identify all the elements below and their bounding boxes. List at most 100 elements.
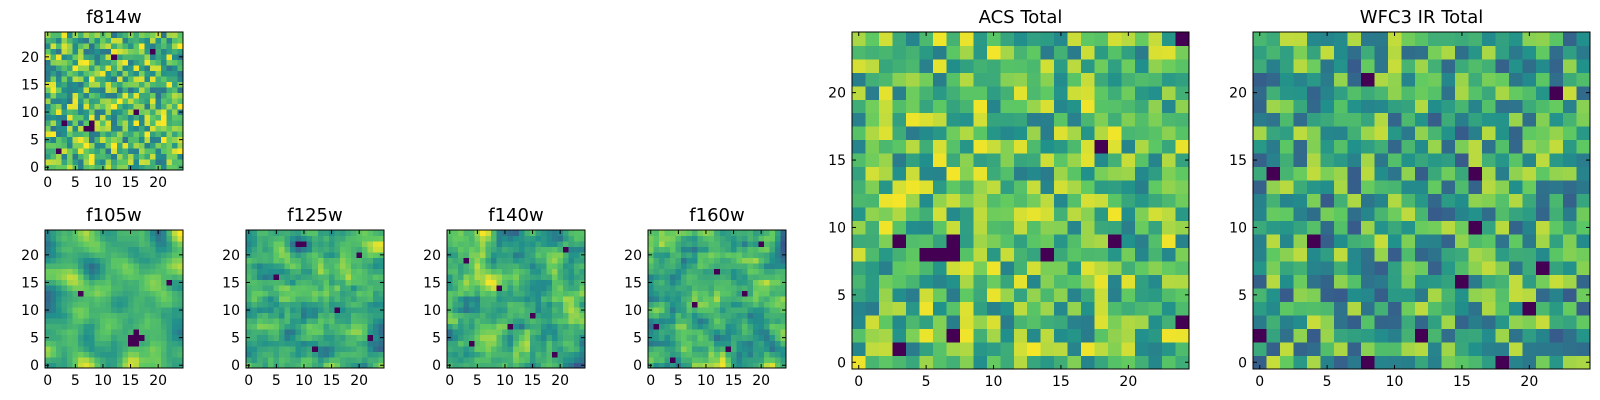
heatmap-cell [149,153,156,160]
heatmap-cell [171,340,178,347]
heatmap-cell [144,114,151,121]
heatmap-cell [1401,153,1416,168]
heatmap-cell [540,279,547,286]
heatmap-cell [94,285,101,292]
heatmap-cell [122,125,129,132]
heatmap-cell [61,318,68,325]
heatmap-cell [686,241,693,247]
heatmap-cell [463,246,470,253]
heatmap-cell [865,220,880,235]
heatmap-cell [568,356,575,363]
heatmap-cell [562,345,569,352]
heatmap-cell [122,230,129,236]
heatmap-cell [557,301,564,308]
heatmap-cell [1135,220,1149,235]
heatmap-cell [155,65,162,71]
heatmap-cell [474,290,481,297]
heatmap-cell [697,312,704,319]
heatmap-cell [160,296,167,303]
heatmap-cell [573,263,580,269]
heatmap-cell [557,323,564,330]
heatmap-cell [89,241,96,247]
heatmap-cell [474,263,481,269]
heatmap-cell [1347,45,1362,60]
heatmap-cell [279,312,285,319]
heatmap-cell [171,147,178,154]
heatmap-cell [50,274,57,281]
heatmap-cell [1360,274,1375,289]
heatmap-cell [1495,342,1510,356]
heatmap-cell [268,257,274,264]
heatmap-cell [56,32,62,38]
heatmap-cell [919,126,934,141]
heatmap-cell [502,246,509,253]
heatmap-cell [758,318,765,325]
heatmap-cell [1054,342,1069,356]
heatmap-cell [546,257,553,264]
heatmap-cell [959,139,974,154]
heatmap-cell [61,37,68,44]
heatmap-cell [852,207,866,222]
heatmap-cell [372,279,379,286]
axes-frame [1252,31,1591,370]
heatmap-cell [1333,85,1348,100]
heatmap-cell [50,323,57,330]
heatmap-cell [959,247,974,262]
heatmap-cell [361,296,368,303]
heatmap-cell [502,290,509,297]
heatmap-cell [458,279,464,286]
heatmap-cell [262,312,269,319]
heatmap-cell [1387,180,1402,195]
heatmap-cell [105,164,112,171]
heatmap-cell [361,318,368,325]
heatmap-cell [138,296,145,303]
heatmap-cell [1081,355,1095,370]
heatmap-cell [56,345,62,352]
heatmap-cell [919,261,934,275]
heatmap-cell [67,356,73,363]
heatmap-cell [301,252,308,258]
heatmap-cell [919,247,934,262]
heatmap-cell [725,301,732,308]
heatmap-cell [485,301,492,308]
heatmap-cell [463,301,470,308]
heatmap-cell [171,114,178,121]
heatmap-cell [105,136,112,143]
heatmap-cell [774,257,781,264]
heatmap-cell [540,252,547,258]
heatmap-cell [648,290,654,297]
heatmap-cell [1121,355,1136,370]
heatmap-cell [1360,112,1375,127]
heatmap-cell [670,268,676,275]
heatmap-cell [535,241,542,247]
heatmap-cell [1253,355,1267,370]
heatmap-cell [546,345,553,352]
heatmap-cell [133,65,140,71]
heatmap-cell [1266,58,1281,73]
heatmap-cell [78,65,84,71]
heatmap-cell [323,274,330,281]
heatmap-cell [573,296,580,303]
heatmap-cell [529,252,536,258]
heatmap-cell [1320,32,1335,46]
heatmap-cell [372,230,379,236]
x-tick-label: 5 [71,373,80,389]
heatmap-cell [1536,126,1550,141]
heatmap-cell [1495,99,1510,114]
heatmap-cell [1455,180,1470,195]
heatmap-cell [763,263,770,269]
heatmap-cell [138,268,145,275]
heatmap-cell [491,334,498,341]
heatmap-cell [111,131,118,138]
heatmap-cell [350,252,357,258]
heatmap-cell [94,59,101,66]
heatmap-cell [540,301,547,308]
y-tick-label: 5 [30,133,39,149]
heatmap-cell [769,318,776,325]
heatmap-cell [659,334,665,341]
heatmap-cell [1121,85,1136,100]
heatmap-cell [72,125,79,132]
heatmap-cell [546,252,553,258]
heatmap-cell [1509,45,1523,60]
heatmap-cell [251,252,258,258]
